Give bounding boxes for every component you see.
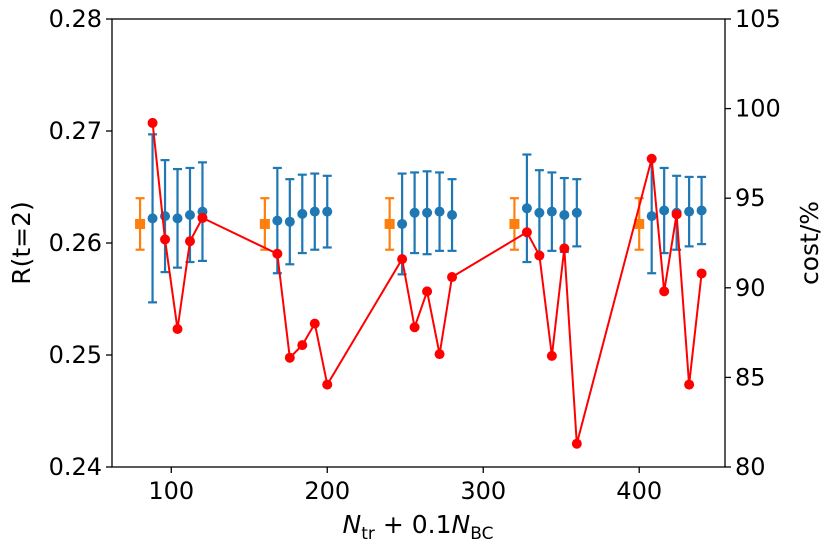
- x-label-sub-1: tr: [361, 524, 375, 544]
- x-tick-label: 400: [616, 477, 662, 505]
- baseline-point: [509, 218, 520, 229]
- x-label-base-1: N: [343, 510, 362, 539]
- axis-labels: Ntr + 0.1NBC R(t=2) cost/%: [7, 201, 824, 544]
- baseline-point: [135, 218, 146, 229]
- estimates-point: [409, 207, 420, 218]
- cost-point: [521, 227, 532, 238]
- estimates-point: [272, 215, 283, 226]
- data-marks: [135, 117, 707, 449]
- cost-point: [422, 286, 433, 297]
- estimates-point: [397, 218, 408, 229]
- estimates-point: [521, 203, 532, 214]
- cost-point: [284, 352, 295, 363]
- estimates-point: [322, 206, 333, 217]
- plot-area: [112, 19, 725, 467]
- cost-point: [571, 438, 582, 449]
- estimates-point: [309, 206, 320, 217]
- estimates-point: [571, 207, 582, 218]
- y-left-tick-label: 0.26: [49, 229, 102, 257]
- y-right-tick-label: 100: [735, 95, 781, 123]
- estimates-point: [646, 211, 657, 222]
- cost-point: [322, 379, 333, 390]
- cost-point: [297, 340, 308, 351]
- cost-point: [546, 350, 557, 361]
- cost-point: [534, 250, 545, 261]
- x-tick-label: 200: [304, 477, 350, 505]
- estimates-point: [284, 216, 295, 227]
- cost-point: [409, 322, 420, 333]
- y-right-tick-label: 90: [735, 274, 766, 302]
- y-axis-left-label: R(t=2): [7, 201, 36, 285]
- baseline-point: [259, 218, 270, 229]
- x-label-middle: + 0.1: [375, 510, 452, 539]
- cost-point: [434, 349, 445, 360]
- y-left-tick-label: 0.27: [49, 117, 102, 145]
- cost-point: [397, 254, 408, 265]
- estimates-point: [297, 208, 308, 219]
- x-tick-label: 300: [460, 477, 506, 505]
- y-axis-right-label: cost/%: [795, 201, 824, 285]
- baseline-point: [384, 218, 395, 229]
- estimates-point: [172, 213, 183, 224]
- y-left-tick-label: 0.25: [49, 341, 102, 369]
- axes: 100 200 300 400 0.24 0.25 0.26 0.27 0.28 80 85 90 95…: [49, 5, 781, 505]
- estimates-point: [434, 206, 445, 217]
- cost-point: [309, 318, 320, 329]
- baseline-point: [634, 218, 645, 229]
- cost-point: [671, 209, 682, 220]
- y-right-tick-label: 95: [735, 184, 766, 212]
- y-right-tick-label: 80: [735, 453, 766, 481]
- y-right-tick-label: 105: [735, 5, 781, 33]
- cost-point: [559, 243, 570, 254]
- estimates-point: [559, 210, 570, 220]
- estimates-point: [184, 210, 195, 220]
- estimates-point: [546, 206, 557, 217]
- cost-point: [184, 236, 195, 247]
- x-axis-label: Ntr + 0.1NBC: [343, 510, 494, 544]
- estimates-point: [534, 207, 545, 218]
- cost-point: [696, 268, 707, 279]
- x-tick-label: 100: [148, 477, 194, 505]
- x-label-sub-2: BC: [470, 524, 493, 544]
- cost-point: [659, 286, 670, 297]
- cost-point: [197, 212, 208, 223]
- y-left-tick-label: 0.28: [49, 5, 102, 33]
- y-right-tick-label: 85: [735, 363, 766, 391]
- estimates-point: [696, 205, 707, 216]
- x-label-base-2: N: [452, 510, 471, 539]
- cost-point: [447, 272, 458, 283]
- estimates-point: [659, 205, 670, 216]
- cost-point: [646, 153, 657, 164]
- cost-point: [160, 234, 171, 245]
- estimates-point: [684, 206, 695, 217]
- y-left-tick-label: 0.24: [49, 453, 102, 481]
- estimates-point: [422, 207, 433, 218]
- cost-point: [172, 324, 183, 335]
- plot-background: [112, 19, 725, 467]
- cost-point: [147, 117, 158, 128]
- estimates-point: [147, 213, 158, 224]
- cost-point: [272, 248, 283, 259]
- cost-point: [684, 379, 695, 390]
- estimates-point: [447, 210, 458, 220]
